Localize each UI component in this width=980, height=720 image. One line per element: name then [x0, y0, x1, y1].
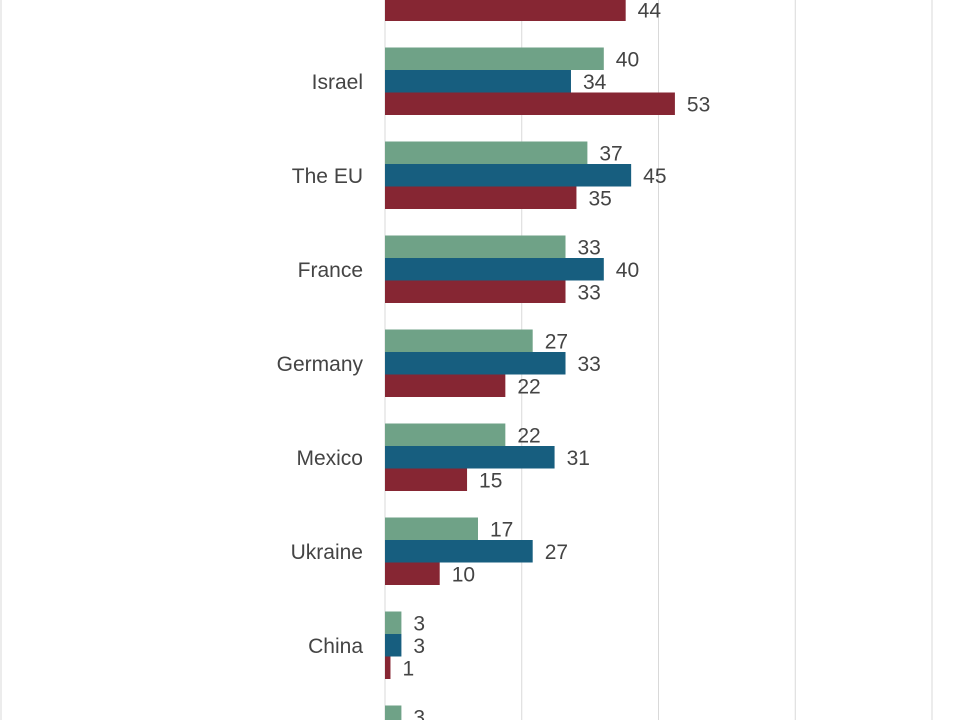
bar — [385, 611, 402, 634]
value-label: 10 — [452, 563, 475, 586]
value-label: 3 — [413, 706, 425, 720]
bar — [385, 0, 626, 21]
bar — [385, 258, 604, 281]
value-label: 53 — [687, 93, 710, 116]
bar — [385, 186, 577, 209]
bar — [385, 517, 478, 540]
value-label: 40 — [616, 48, 639, 71]
value-label: 3 — [413, 635, 425, 658]
value-label: 15 — [479, 469, 502, 492]
value-label: 33 — [578, 236, 601, 259]
value-label: 33 — [578, 353, 601, 376]
bar — [385, 634, 402, 657]
category-label: Germany — [277, 353, 364, 376]
category-label: China — [308, 635, 363, 658]
value-label: 33 — [578, 281, 601, 304]
value-label: 40 — [616, 259, 639, 282]
bar — [385, 352, 566, 375]
value-label: 45 — [643, 165, 666, 188]
value-label: 31 — [567, 447, 590, 470]
bar — [385, 70, 571, 93]
bar — [385, 280, 566, 303]
bar — [385, 141, 588, 164]
bar — [385, 656, 391, 679]
bar — [385, 705, 402, 720]
bar — [385, 92, 675, 115]
value-label: 17 — [490, 518, 513, 541]
value-label: 27 — [545, 330, 568, 353]
bars — [385, 0, 675, 720]
bar — [385, 446, 555, 469]
value-label: 34 — [583, 71, 607, 94]
category-label: France — [298, 259, 363, 282]
value-label: 44 — [638, 0, 662, 22]
bar — [385, 562, 440, 585]
bar — [385, 164, 632, 187]
value-label: 27 — [545, 541, 568, 564]
bar — [385, 540, 533, 563]
value-labels: 4440345337453533403327332222311517271033… — [402, 0, 710, 720]
bar — [385, 47, 604, 70]
category-label: Ukraine — [291, 541, 363, 564]
category-labels: Israel The EU France Germany Mexico Ukraine Ch… — [277, 71, 364, 658]
bar — [385, 374, 506, 397]
value-label: 3 — [413, 612, 425, 635]
category-label: Israel — [312, 71, 363, 94]
value-label: 37 — [599, 142, 622, 165]
value-label: 35 — [588, 187, 611, 210]
bar — [385, 329, 533, 352]
value-label: 1 — [402, 657, 414, 680]
value-label: 22 — [517, 424, 540, 447]
bar — [385, 468, 468, 491]
bar — [385, 235, 566, 258]
bar — [385, 423, 506, 446]
category-label: Mexico — [296, 447, 363, 470]
value-label: 22 — [517, 375, 540, 398]
category-label: The EU — [292, 165, 363, 188]
